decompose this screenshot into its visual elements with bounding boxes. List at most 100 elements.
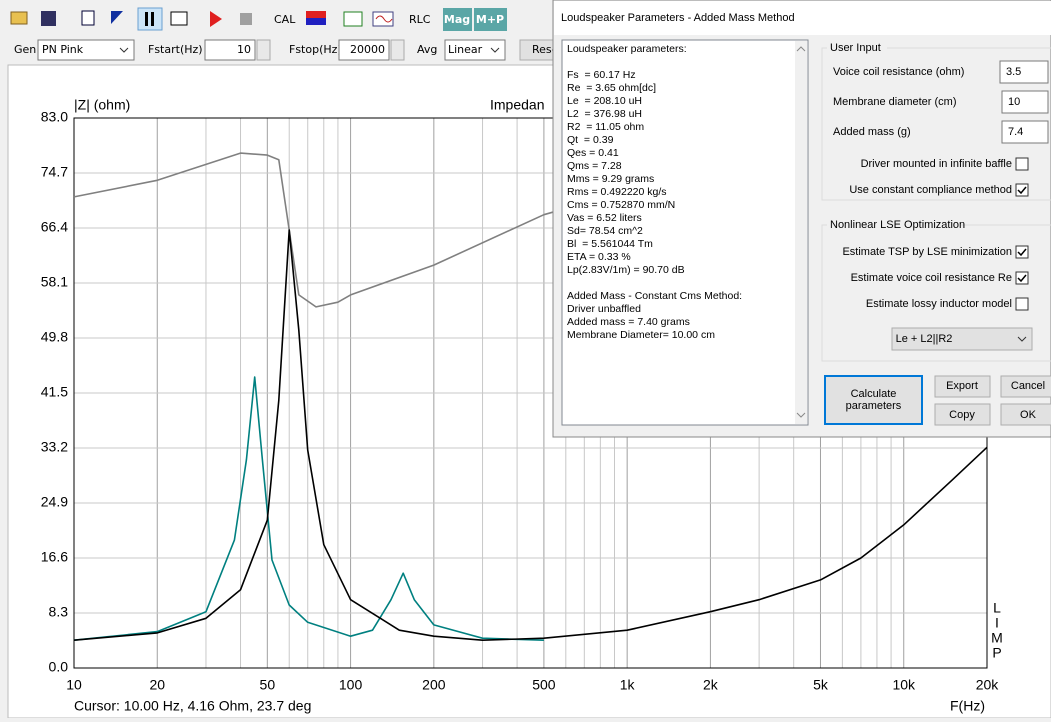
method-line: Added Mass - Constant Cms Method: — [567, 290, 742, 302]
x-tick-label: 50 — [260, 677, 276, 693]
toolbar-button[interactable]: RLC — [409, 13, 431, 26]
param-line: Rms = 0.492220 kg/s — [567, 186, 667, 198]
param-line: Qt = 0.39 — [567, 134, 614, 146]
table-icon[interactable] — [171, 12, 187, 25]
fstart-value: 10 — [237, 43, 251, 56]
copy-icon[interactable] — [82, 11, 94, 25]
method-line: Added mass = 7.40 grams — [567, 316, 690, 328]
group-title: User Input — [830, 42, 881, 54]
form: Voice coil resistance (ohm) 3.5 Membrane d… — [833, 61, 1048, 310]
param-line: Re = 3.65 ohm[dc] — [567, 82, 656, 94]
param-line: R2 = 11.05 ohm — [567, 121, 644, 133]
scrollbar[interactable] — [795, 41, 807, 424]
y-tick-label: 16.6 — [41, 549, 68, 565]
stop-icon[interactable] — [240, 13, 252, 25]
param-line: Fs = 60.17 Hz — [567, 69, 636, 81]
save-icon[interactable] — [41, 11, 56, 26]
param-line: Lp(2.83V/1m) = 90.70 dB — [567, 264, 685, 276]
param-line: Mms = 9.29 grams — [567, 173, 654, 185]
gen-value: PN Pink — [42, 43, 84, 56]
y-tick-label: 24.9 — [41, 494, 68, 510]
group-title: Nonlinear LSE Optimization — [830, 219, 965, 231]
pause-bg[interactable] — [138, 8, 162, 30]
ok-label[interactable]: OK — [1020, 409, 1037, 421]
param-line: Sd= 78.54 cm^2 — [567, 225, 643, 237]
open-icon[interactable] — [11, 12, 27, 24]
side-letter: L — [993, 600, 1001, 616]
x-tick-label: 20 — [149, 677, 165, 693]
copy-label[interactable]: Copy — [949, 409, 975, 421]
toolbar-button[interactable]: Mag — [444, 13, 470, 26]
x-tick-label: 200 — [422, 677, 446, 693]
calculate-wrap: Calculate parameters — [826, 377, 921, 423]
param-line: Vas = 6.52 liters — [567, 212, 642, 224]
x-tick-label: 10k — [892, 677, 916, 693]
x-tick-label: 5k — [813, 677, 829, 693]
filter-icon[interactable] — [344, 12, 362, 26]
checkbox-label: Estimate voice coil resistance Re — [851, 272, 1012, 284]
y-tick-label: 58.1 — [41, 274, 68, 290]
y-tick-label: 0.0 — [49, 659, 69, 675]
cursor-readout: Cursor: 10.00 Hz, 4.16 Ohm, 23.7 deg — [74, 698, 311, 714]
toolbar-button[interactable]: M+P — [476, 13, 504, 26]
export-label[interactable]: Export — [946, 380, 978, 392]
checkbox[interactable] — [1016, 298, 1028, 310]
y-tick-label: 83.0 — [41, 109, 68, 125]
y-tick-label: 49.8 — [41, 329, 68, 345]
gen-icon-part — [306, 18, 326, 25]
checkbox-label: Use constant compliance method — [849, 184, 1012, 196]
model-value: Le + L2||R2 — [896, 333, 953, 345]
spinner[interactable] — [257, 40, 270, 60]
x-tick-label: 100 — [339, 677, 363, 693]
results-heading: Loudspeaker parameters: — [567, 43, 687, 55]
x-tick-label: 20k — [976, 677, 1000, 693]
fstart-label: Fstart(Hz) — [148, 43, 203, 56]
checkbox-label: Estimate TSP by LSE minimization — [842, 246, 1012, 258]
field-label: Added mass (g) — [833, 126, 911, 138]
x-tick-label: 10 — [66, 677, 82, 693]
x-tick-label: 1k — [620, 677, 636, 693]
field-value: 3.5 — [1006, 66, 1021, 78]
fstop-label: Fstop(Hz) — [289, 43, 342, 56]
y-tick-label: 66.4 — [41, 219, 68, 235]
x-tick-label: 2k — [703, 677, 719, 693]
toolbar-button[interactable]: CAL — [274, 13, 296, 26]
y-axis-label: |Z| (ohm) — [74, 97, 130, 113]
cancel-label[interactable]: Cancel — [1011, 380, 1045, 392]
checkbox[interactable] — [1016, 246, 1028, 258]
field-label: Membrane diameter (cm) — [833, 96, 956, 108]
spinner[interactable] — [391, 40, 404, 60]
checkbox[interactable] — [1016, 272, 1028, 284]
gen-label: Gen — [14, 43, 36, 56]
pause-bar — [151, 12, 154, 26]
field-value: 10 — [1008, 96, 1020, 108]
avg-label: Avg — [417, 43, 437, 56]
calculate-label[interactable]: Calculate parameters — [826, 377, 921, 423]
field-label: Voice coil resistance (ohm) — [833, 66, 964, 78]
checkbox-label: Driver mounted in infinite baffle — [861, 158, 1012, 170]
dialog: Loudspeaker Parameters - Added Mass Meth… — [553, 0, 1051, 437]
method-line: Driver unbaffled — [567, 303, 641, 315]
param-line: Cms = 0.752870 mm/N — [567, 199, 675, 211]
checkbox-label: Estimate lossy inductor model — [866, 298, 1012, 310]
param-line: Qms = 7.28 — [567, 160, 622, 172]
chart-title: Impedan — [490, 97, 544, 113]
y-tick-label: 41.5 — [41, 384, 68, 400]
checkbox[interactable] — [1016, 184, 1028, 196]
side-letter: I — [995, 615, 999, 631]
y-tick-label: 8.3 — [49, 604, 69, 620]
side-letter: P — [992, 645, 1001, 661]
side-letter: M — [991, 630, 1003, 646]
fstop-value: 20000 — [350, 43, 385, 56]
param-line: Bl = 5.561044 Tm — [567, 238, 653, 250]
method-line: Membrane Diameter= 10.00 cm — [567, 329, 715, 341]
checkbox[interactable] — [1016, 158, 1028, 170]
avg-value: Linear — [448, 43, 483, 56]
y-tick-label: 74.7 — [41, 164, 68, 180]
x-tick-label: 500 — [532, 677, 556, 693]
param-line: Qes = 0.41 — [567, 147, 619, 159]
param-line: L2 = 376.98 uH — [567, 108, 642, 120]
y-tick-label: 33.2 — [41, 439, 68, 455]
dialog-title: Loudspeaker Parameters - Added Mass Meth… — [561, 12, 795, 24]
